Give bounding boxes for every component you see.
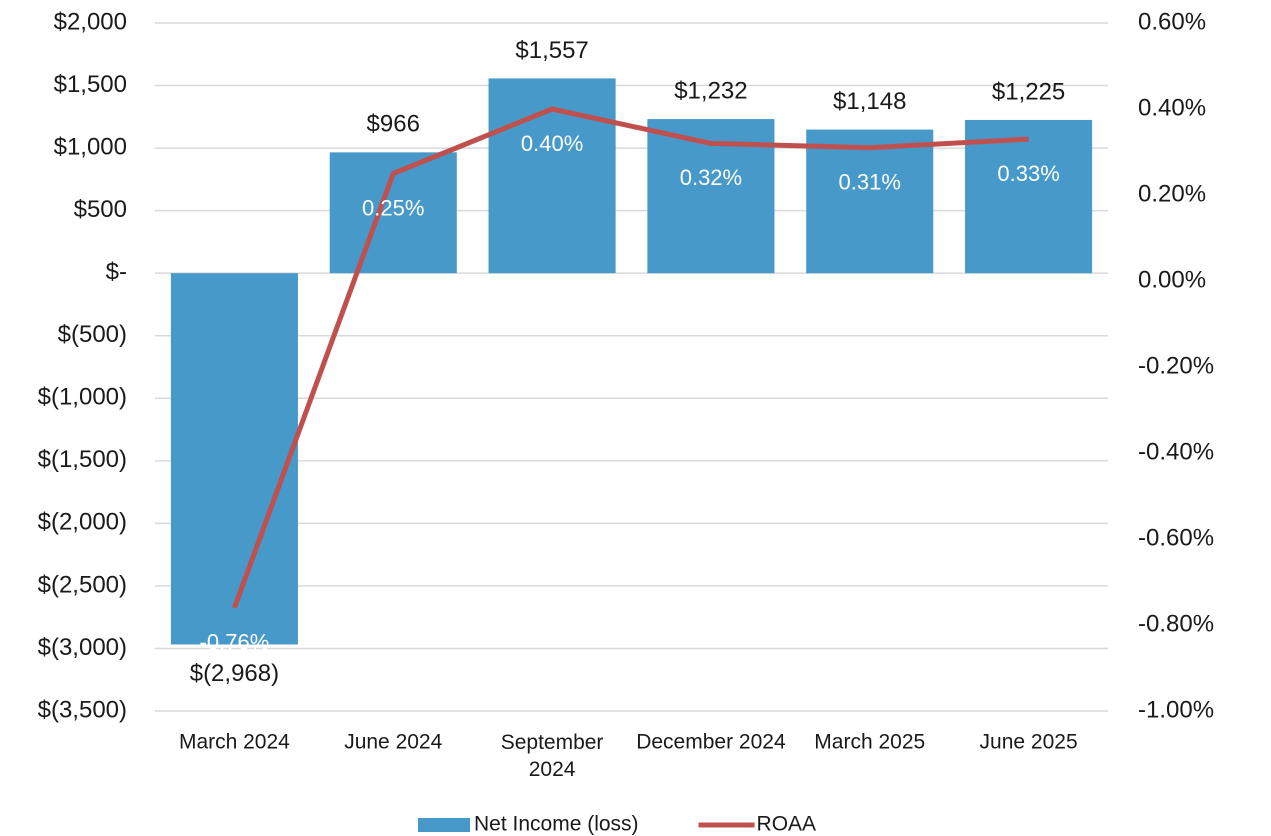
bar-value-label: $1,232: [674, 77, 747, 104]
bar: [170, 273, 298, 645]
y2-tick-label: -0.40%: [1138, 438, 1214, 465]
bar: [965, 119, 1093, 274]
x-tick-label: March 2024: [179, 731, 290, 754]
y-tick-label: $(500): [58, 321, 127, 348]
y2-tick-label: -1.00%: [1138, 696, 1214, 723]
y2-tick-label: 0.20%: [1138, 180, 1206, 207]
y2-tick-label: -0.80%: [1138, 610, 1214, 637]
y-tick-label: $(1,000): [38, 384, 127, 411]
x-tick-label: June 2024: [344, 731, 442, 754]
y-tick-label: $1,000: [54, 133, 127, 160]
y2-tick-label: 0.00%: [1138, 266, 1206, 293]
y2-tick-label: 0.60%: [1138, 8, 1206, 35]
x-tick-label: September 2024: [501, 731, 604, 781]
y2-tick-label: -0.20%: [1138, 352, 1214, 379]
y-tick-label: $(1,500): [38, 446, 127, 473]
legend-label: Net Income (loss): [474, 813, 639, 836]
line-value-label: 0.40%: [521, 131, 583, 156]
line-value-label: 0.33%: [997, 161, 1059, 186]
x-tick-label: June 2025: [980, 731, 1078, 754]
y-tick-label: $-: [106, 259, 127, 286]
x-tick-label: March 2025: [814, 731, 925, 754]
line-value-label: 0.32%: [680, 165, 742, 190]
x-tick-label-line: 2024: [529, 758, 576, 781]
bar-value-label: $1,557: [515, 37, 588, 64]
y2-tick-label: -0.60%: [1138, 524, 1214, 551]
line: [232, 106, 1029, 609]
x-tick-label: December 2024: [636, 731, 786, 754]
bar-value-label: $1,148: [833, 88, 906, 115]
y-tick-label: $500: [74, 196, 127, 223]
y-tick-label: $(3,000): [38, 634, 127, 661]
bar-value-label: $(2,968): [190, 660, 279, 687]
y-tick-label: $(2,000): [38, 509, 127, 536]
legend-swatch: [418, 818, 470, 832]
y-tick-label: $(3,500): [38, 696, 127, 723]
y2-tick-label: 0.40%: [1138, 94, 1206, 121]
y-tick-label: $(2,500): [38, 571, 127, 598]
line-value-label: 0.31%: [839, 170, 901, 195]
y-tick-label: $2,000: [54, 8, 127, 35]
y-tick-label: $1,500: [54, 71, 127, 98]
x-tick-label-line: September: [501, 731, 604, 754]
legend-label: ROAA: [757, 813, 817, 836]
bar-value-label: $966: [367, 111, 420, 138]
bar: [806, 129, 934, 274]
line-value-label: 0.25%: [362, 195, 424, 220]
bar-value-label: $1,225: [992, 78, 1065, 105]
line-value-label: -0.76%: [200, 630, 270, 655]
